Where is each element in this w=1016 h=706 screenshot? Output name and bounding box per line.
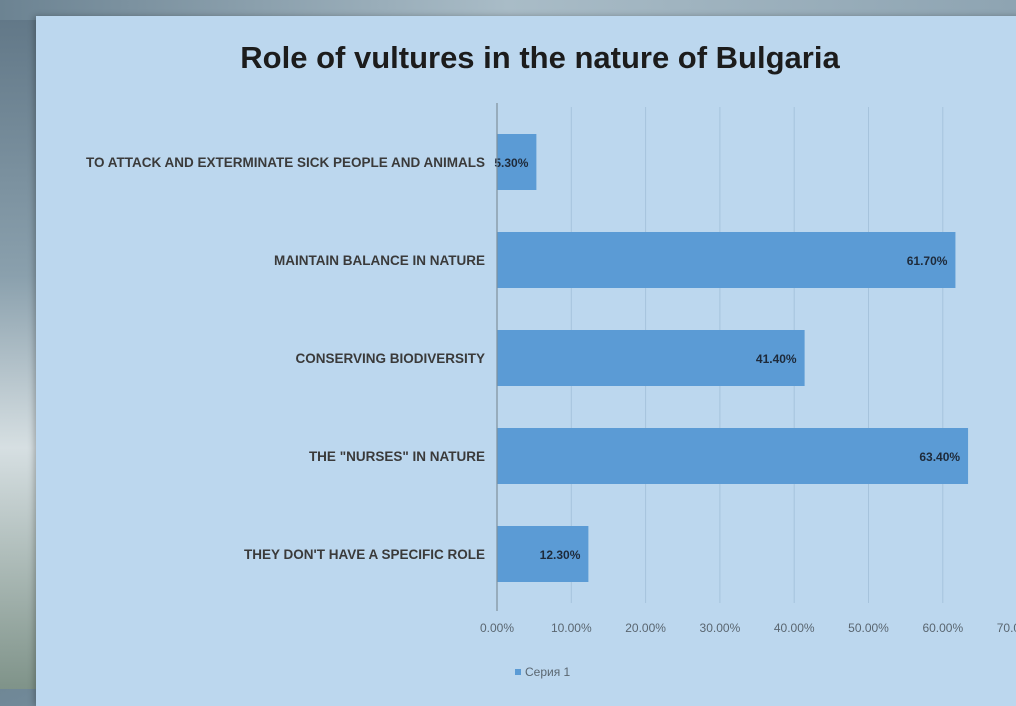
x-tick-label: 60.00% [922,621,963,635]
bar [497,330,805,386]
category-label: THEY DON'T HAVE A SPECIFIC ROLE [244,547,485,562]
bar [497,134,537,190]
x-tick-label: 10.00% [551,621,592,635]
chart-panel: TO ATTACK AND EXTERMINATE SICK PEOPLE AN… [36,16,1016,706]
data-label: 41.40% [756,352,797,366]
legend-label: Серия 1 [525,665,571,679]
category-label: THE "NURSES" IN NATURE [309,449,485,464]
category-label: CONSERVING BIODIVERSITY [295,351,485,366]
x-tick-label: 30.00% [700,621,741,635]
bar-chart: TO ATTACK AND EXTERMINATE SICK PEOPLE AN… [86,103,1016,679]
category-label: MAINTAIN BALANCE IN NATURE [274,253,485,268]
bar [497,526,589,582]
data-label: 5.30% [494,156,528,170]
data-label: 63.40% [919,450,960,464]
bar [497,428,969,484]
bar [497,232,956,288]
data-label: 12.30% [540,548,581,562]
background-scenery-top [0,0,1016,20]
x-tick-label: 20.00% [625,621,666,635]
legend-swatch [515,669,521,675]
data-label: 61.70% [907,254,948,268]
x-tick-label: 0.00% [480,621,514,635]
x-tick-label: 40.00% [774,621,815,635]
x-tick-label: 50.00% [848,621,889,635]
x-tick-label: 70.00% [997,621,1016,635]
chart-title: Role of vultures in the nature of Bulgar… [240,40,840,75]
category-label: TO ATTACK AND EXTERMINATE SICK PEOPLE AN… [86,155,485,170]
